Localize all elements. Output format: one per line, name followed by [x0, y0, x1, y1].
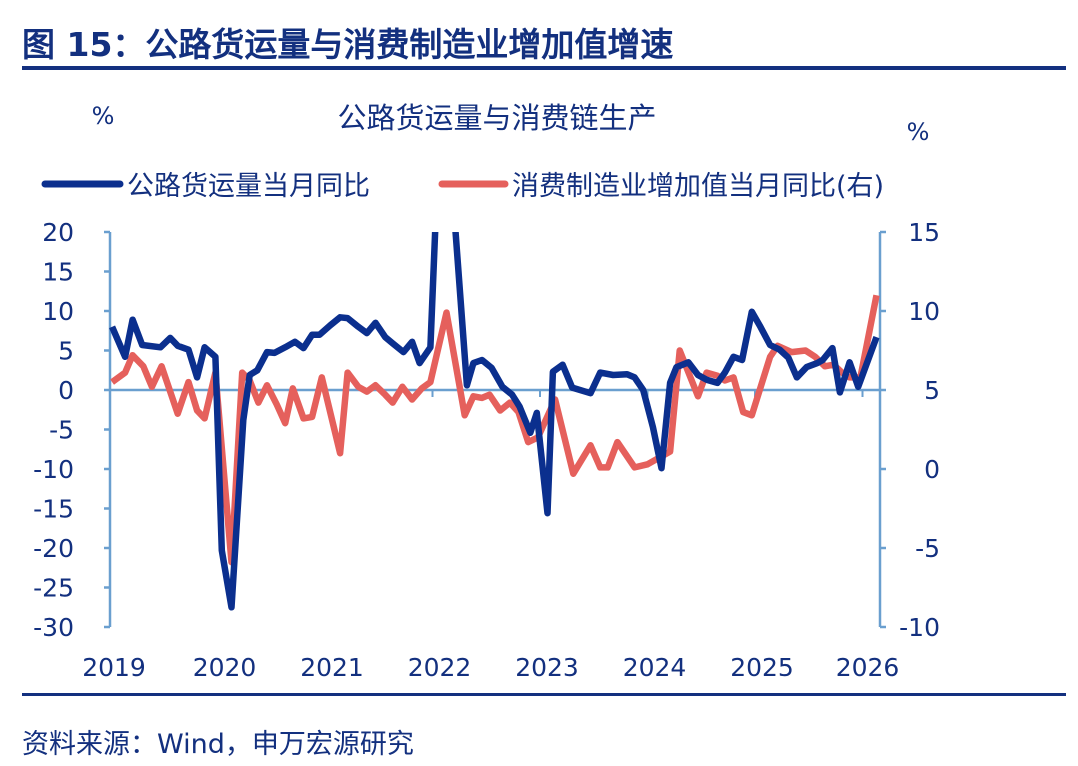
legend: 公路货运量当月同比 消费制造业增加值当月同比(右) [41, 171, 884, 202]
x-tick-label: 2025 [730, 653, 794, 682]
source-rule [22, 693, 1066, 696]
right-tick-label: 5 [924, 376, 940, 405]
series-line-consumer-manufacturing [110, 294, 880, 566]
right-tick-label: -10 [899, 613, 940, 642]
source-note: 资料来源：Wind，申万宏源研究 [22, 729, 414, 760]
chart-title: 公路货运量与消费链生产 [337, 101, 656, 135]
legend-label-red: 消费制造业增加值当月同比(右) [512, 171, 884, 202]
x-tick-label: 2026 [836, 653, 900, 682]
x-tick-label: 2024 [623, 653, 687, 682]
title-rule [22, 66, 1066, 70]
right-tick-label: 15 [908, 218, 940, 247]
x-tick-label: 2020 [193, 653, 257, 682]
right-tick-label: -5 [915, 534, 940, 563]
left-tick-label: 0 [58, 376, 74, 405]
left-tick-label: -10 [33, 455, 74, 484]
legend-label-blue: 公路货运量当月同比 [127, 171, 370, 202]
x-tick-label: 2021 [300, 653, 364, 682]
right-axis-unit: % [907, 118, 930, 146]
right-tick-label: 10 [908, 297, 940, 326]
series-line-road-freight [109, 232, 880, 611]
left-tick-label: -5 [49, 416, 74, 445]
left-tick-label: -25 [33, 574, 74, 603]
right-tick-label: 0 [924, 455, 940, 484]
left-tick-label: -30 [33, 613, 74, 642]
x-tick-label: 2022 [408, 653, 472, 682]
left-tick-label: 15 [42, 258, 74, 287]
x-tick-label: 2023 [515, 653, 579, 682]
left-tick-label: 10 [42, 297, 74, 326]
left-tick-label: 5 [58, 337, 74, 366]
left-tick-label: -15 [33, 495, 74, 524]
left-tick-label: -20 [33, 534, 74, 563]
x-tick-label: 2019 [82, 653, 146, 682]
left-tick-label: 20 [42, 218, 74, 247]
figure-title: 图 15：公路货运量与消费制造业增加值增速 [22, 25, 674, 64]
left-axis-unit: % [92, 102, 115, 130]
